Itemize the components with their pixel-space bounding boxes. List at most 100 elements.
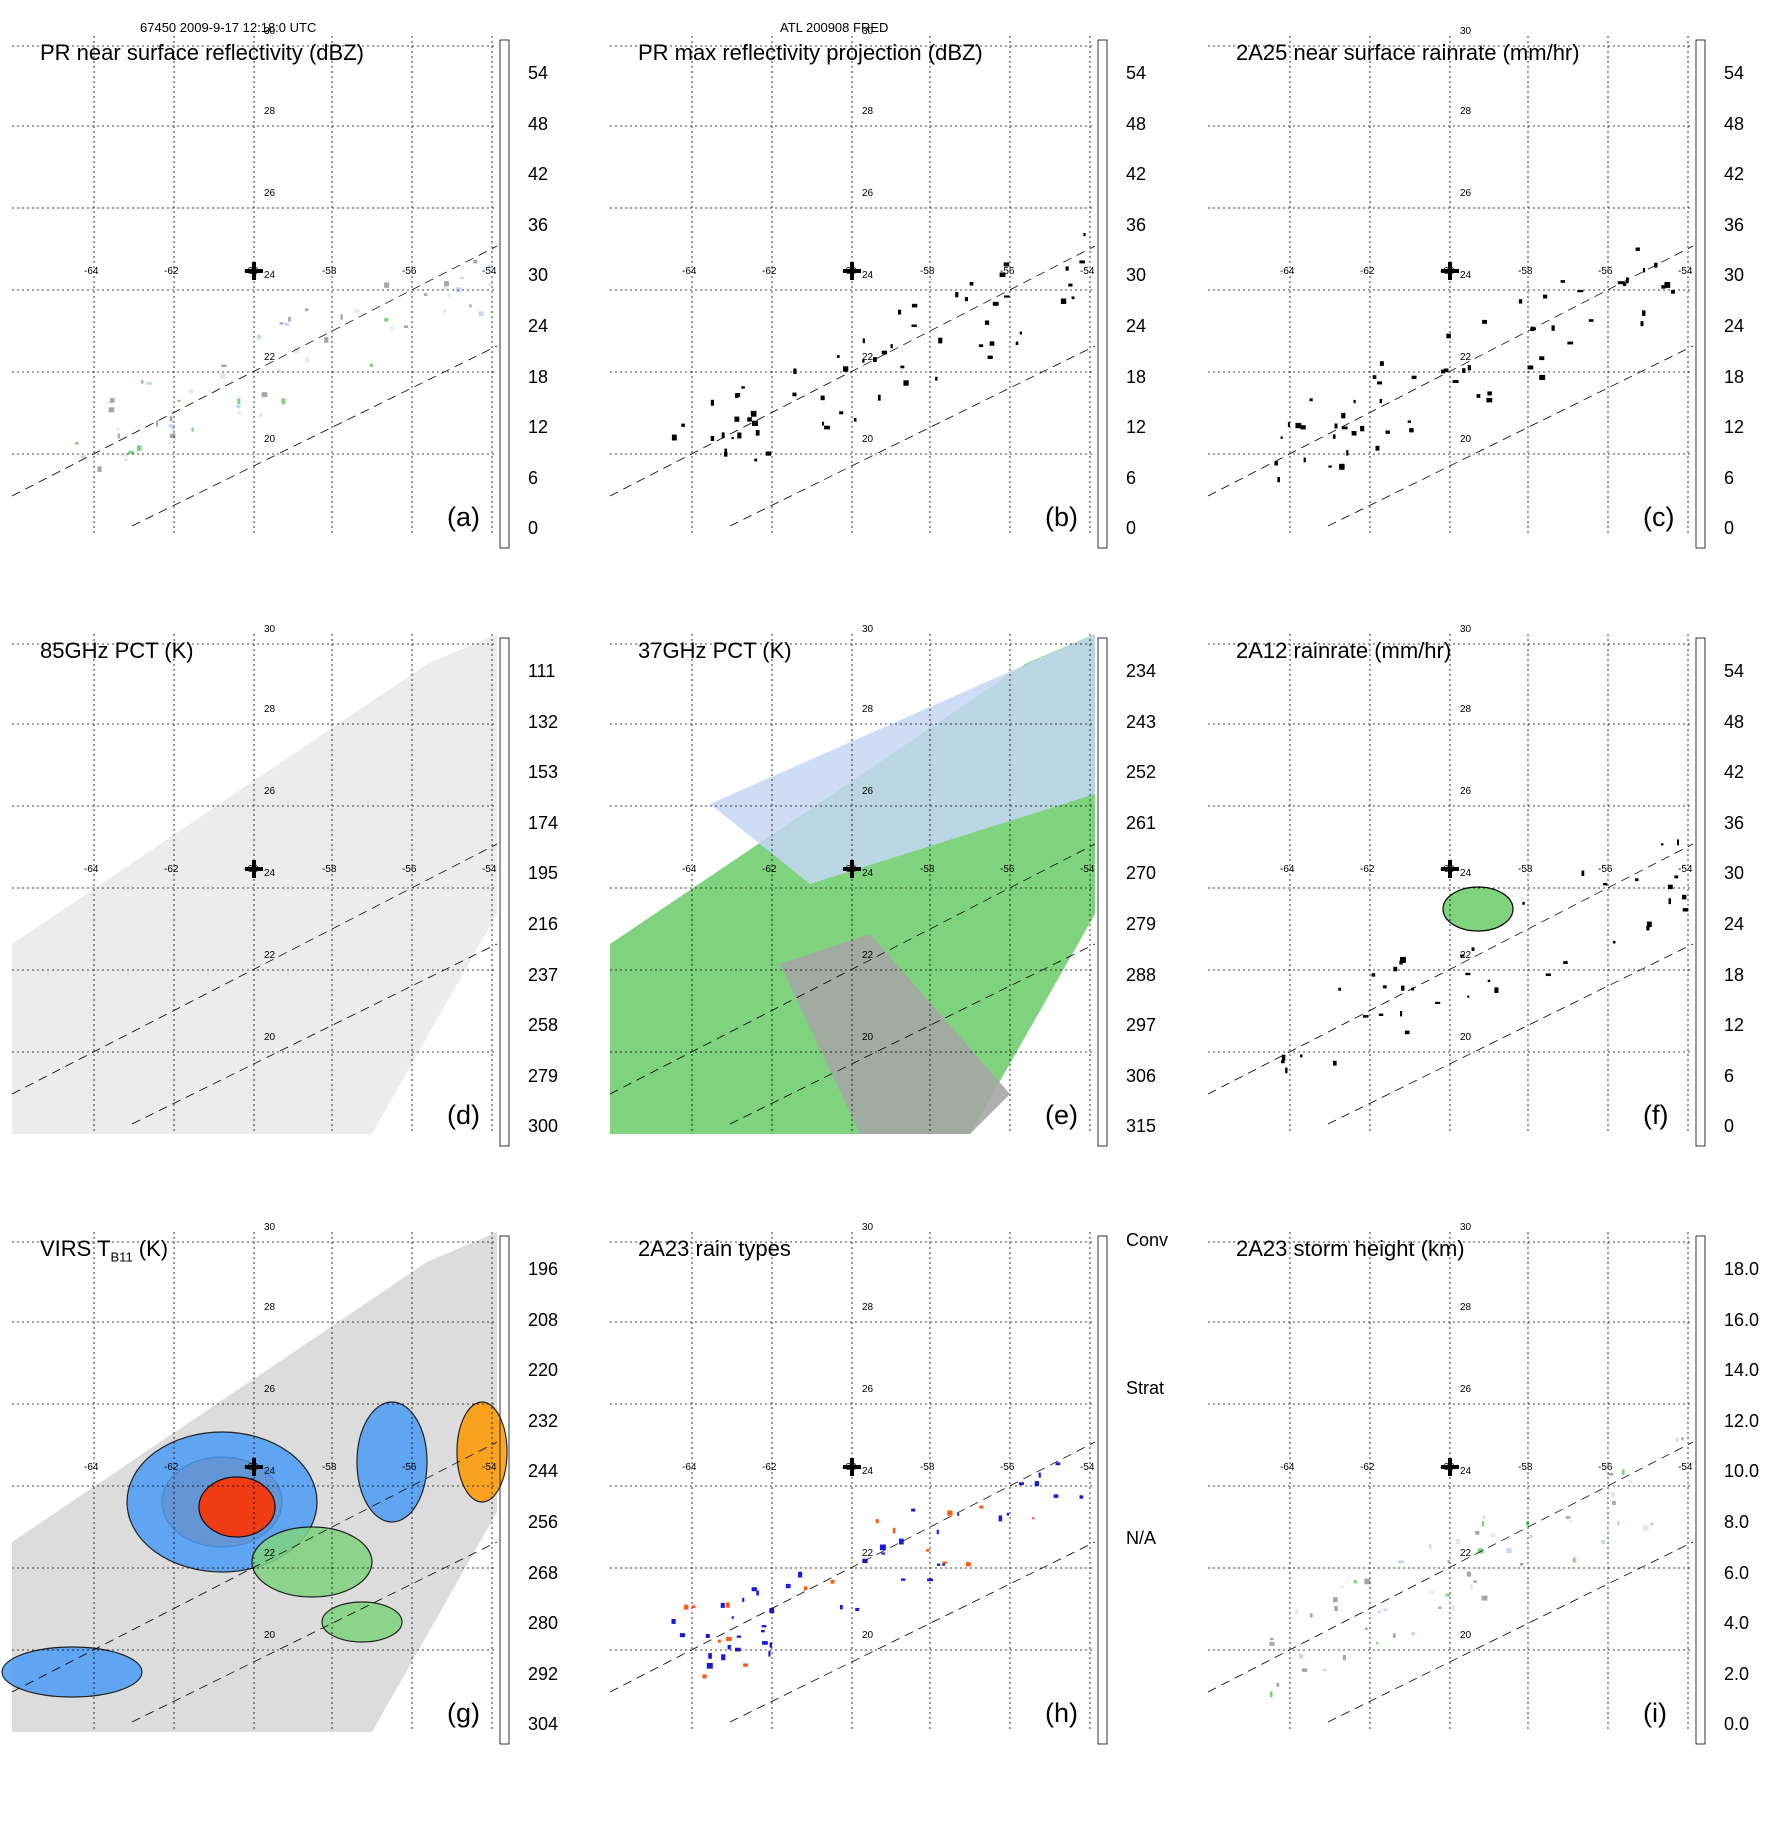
- rain-pixel: [1441, 369, 1446, 374]
- rain-pixel: [117, 433, 120, 439]
- lat-label: 20: [862, 434, 874, 445]
- panel-label: (d): [447, 1100, 480, 1130]
- rain-pixel: [1341, 426, 1348, 430]
- rain-pixel: [839, 411, 844, 415]
- rain-pixel: [1460, 954, 1465, 957]
- rain-pixel: [721, 432, 725, 439]
- swath-edge: [131, 1541, 498, 1723]
- colorbar-tick-label: 256: [528, 1512, 559, 1532]
- rain-pixel: [1398, 1560, 1404, 1564]
- lat-label: 30: [264, 1222, 276, 1233]
- rain-pixel: [1379, 398, 1383, 404]
- colorbar-tick-label: 42: [1724, 762, 1745, 783]
- panel-title: 85GHz PCT (K): [40, 638, 194, 663]
- panel-title: 2A25 near surface rainrate (mm/hr): [1236, 40, 1580, 65]
- rain-pixel: [731, 437, 734, 440]
- swath-edge: [131, 943, 498, 1125]
- rain-pixel: [1298, 1653, 1303, 1659]
- panel-title: PR max reflectivity projection (dBZ): [638, 40, 983, 65]
- colorbar-tick-label: 48: [1724, 113, 1745, 134]
- rain-pixel: [702, 1674, 707, 1679]
- lon-label: -54: [482, 864, 497, 875]
- rain-pixel: [942, 1561, 948, 1564]
- rain-pixel: [984, 320, 990, 325]
- rain-pixel: [1055, 1462, 1061, 1466]
- rain-pixel: [1567, 341, 1574, 345]
- lon-label: -64: [682, 1462, 697, 1473]
- rain-pixel: [1617, 281, 1624, 285]
- panel-title: 2A23 rain types: [638, 1236, 791, 1261]
- rain-pixel: [1435, 1001, 1441, 1005]
- lon-label: -54: [1080, 864, 1095, 875]
- rain-pixel: [1446, 333, 1451, 339]
- rain-pixel: [1411, 1631, 1416, 1636]
- rain-pixel: [705, 1634, 710, 1638]
- lat-label: 30: [862, 26, 874, 37]
- lon-label: -64: [84, 864, 99, 875]
- colorbar-tick-label: 54: [1724, 661, 1745, 681]
- rain-pixel: [1038, 1472, 1041, 1478]
- rain-pixel: [747, 417, 752, 422]
- rain-pixel: [1280, 436, 1283, 439]
- colorbar-tick-label: 16.0: [1724, 1309, 1760, 1330]
- swath-edge: [1327, 1541, 1694, 1723]
- lon-label: -56: [402, 864, 417, 875]
- rain-pixel: [1079, 260, 1085, 264]
- lat-label: 30: [1460, 26, 1472, 37]
- rain-pixel: [1467, 995, 1470, 998]
- lon-label: -54: [1678, 1462, 1693, 1473]
- colorbar-tick-label: 243: [1126, 711, 1157, 732]
- rain-pixel: [899, 1538, 904, 1545]
- lat-label: 24: [862, 868, 874, 879]
- colorbar-tick-label: 174: [528, 812, 559, 833]
- colorbar-tick-label: 36: [1724, 214, 1745, 235]
- rain-pixel: [488, 283, 493, 286]
- rain-pixel: [768, 1650, 771, 1657]
- storm-header: ATL 200908 FRED: [780, 20, 889, 35]
- rain-pixel: [189, 389, 195, 394]
- rain-pixel: [1660, 843, 1664, 846]
- rain-pixel: [146, 382, 152, 385]
- rain-pixel: [671, 434, 677, 441]
- lat-label: 24: [264, 868, 276, 879]
- lon-label: -56: [1000, 1462, 1015, 1473]
- rain-pixel: [890, 344, 893, 349]
- rain-pixel: [1646, 926, 1650, 931]
- lon-label: -56: [402, 266, 417, 277]
- rain-pixel: [1570, 1519, 1573, 1524]
- rain-pixel: [937, 1563, 941, 1566]
- rain-pixel: [74, 442, 79, 445]
- lon-label: -54: [1080, 1462, 1095, 1473]
- rain-pixel: [1281, 1060, 1285, 1064]
- lat-label: 24: [862, 270, 874, 281]
- lat-label: 20: [1460, 1032, 1472, 1043]
- rain-pixel: [1661, 285, 1666, 289]
- rain-pixel: [1015, 341, 1019, 346]
- rain-pixel: [1543, 294, 1548, 299]
- rain-pixel: [169, 433, 176, 438]
- rain-pixel: [750, 410, 757, 417]
- rain-pixel: [1006, 1512, 1010, 1516]
- colorbar-tick-label: 0.0: [1724, 1714, 1750, 1735]
- lon-label: -62: [1360, 864, 1375, 875]
- rain-pixel: [862, 359, 865, 363]
- rain-pixel: [1060, 298, 1067, 304]
- lon-label: -64: [1280, 266, 1295, 277]
- colorbar-tick-label: 6.0: [1724, 1562, 1750, 1583]
- rain-pixel: [725, 1602, 730, 1608]
- rain-pixel: [942, 1563, 946, 1566]
- warm-region: [780, 934, 1010, 1134]
- rain-pixel: [1339, 463, 1345, 470]
- rain-pixel: [793, 368, 797, 374]
- colorbar-tick-label: 234: [1126, 661, 1157, 681]
- rain-pixel: [97, 466, 102, 472]
- panel-title: 2A12 rainrate (mm/hr): [1236, 638, 1452, 663]
- colorbar-tick-label: 30: [1724, 265, 1745, 286]
- cross-icon: [1441, 1458, 1459, 1476]
- rain-pixel: [936, 1529, 939, 1535]
